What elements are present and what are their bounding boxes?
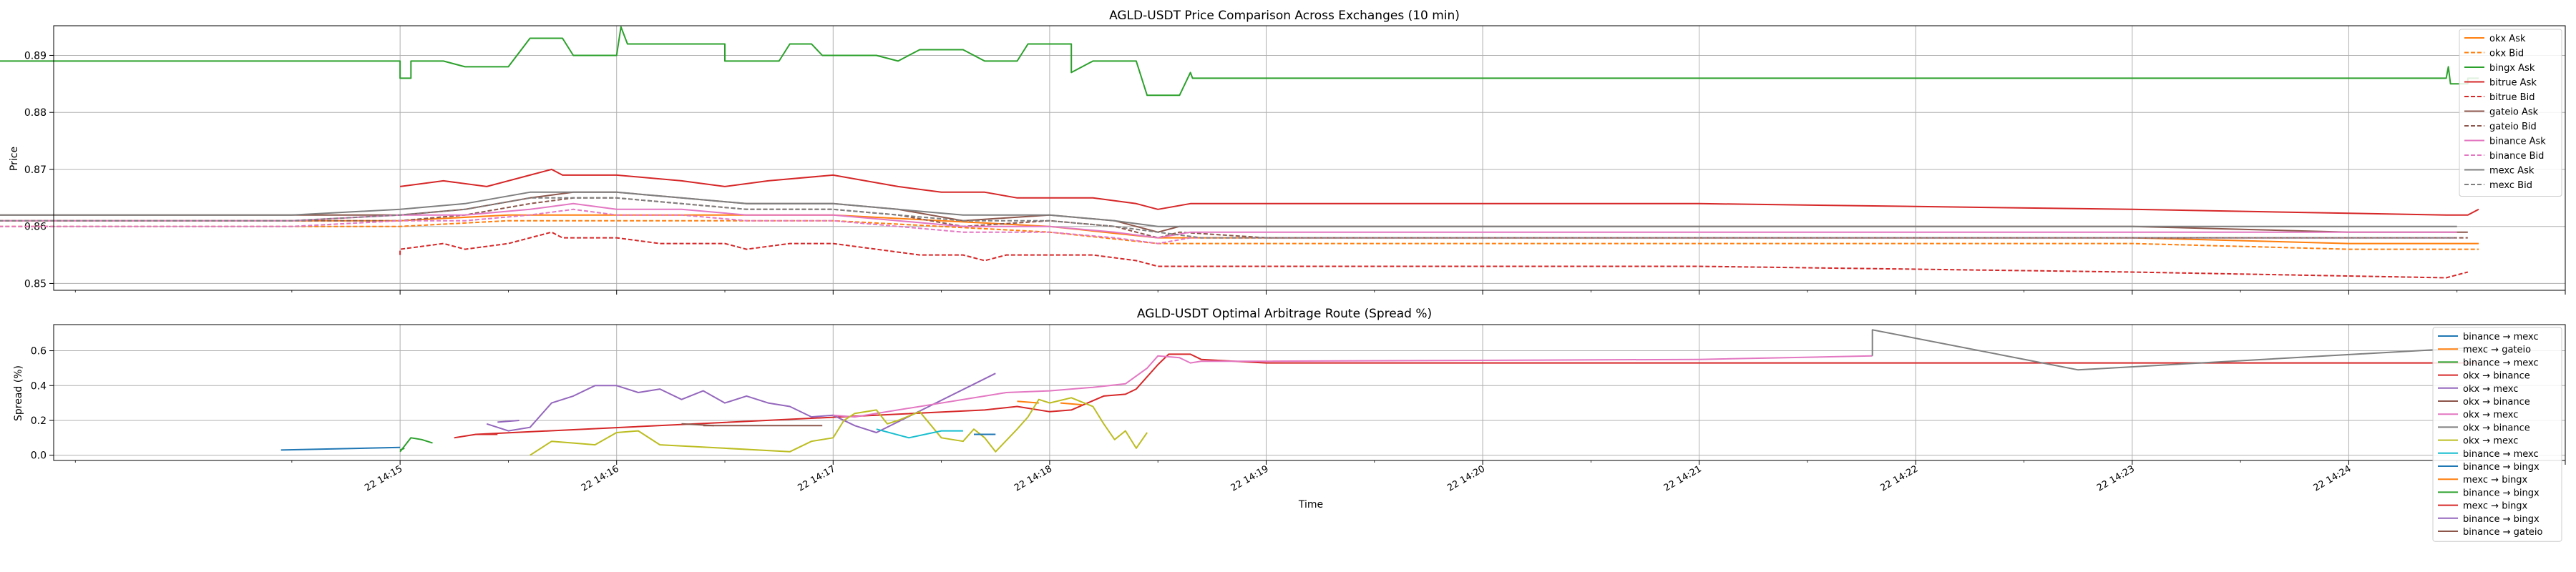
price-chart-frame	[53, 25, 2566, 291]
price-y-tick-label: 0.88	[24, 107, 47, 119]
spread-series-line	[876, 428, 963, 439]
price-series-line	[399, 168, 2479, 216]
spread-legend-label: binance → bingx	[2463, 462, 2540, 473]
price-legend-label: bingx Ask	[2489, 63, 2535, 74]
spread-series-line	[833, 355, 1873, 418]
spread-series-line	[486, 373, 996, 433]
spread-legend-label: binance → gateio	[2463, 527, 2543, 538]
spread-legend-label: binance → mexc	[2463, 449, 2539, 460]
spread-chart: AGLD-USDT Optimal Arbitrage Route (Sprea…	[13, 307, 2566, 542]
spread-chart-ylabel: Spread (%)	[13, 365, 24, 421]
price-legend-label: gateio Ask	[2489, 107, 2539, 118]
spread-legend-label: okx → mexc	[2463, 410, 2518, 420]
spread-x-tick-label: 22 14:24	[2312, 463, 2353, 493]
price-chart: AGLD-USDT Price Comparison Across Exchan…	[0, 9, 2566, 295]
spread-legend-label: binance → bingx	[2463, 488, 2540, 498]
price-series-line	[0, 214, 2479, 245]
spread-legend-label: okx → binance	[2463, 397, 2530, 408]
spread-series-line	[1060, 402, 1083, 406]
price-y-tick-label: 0.87	[24, 164, 47, 176]
spread-y-tick-label: 0.2	[31, 415, 47, 427]
price-chart-series	[0, 26, 2479, 279]
price-chart-ylabel: Price	[9, 147, 20, 171]
spread-legend-label: okx → mexc	[2463, 436, 2518, 447]
spread-chart-y-ticks: 0.0 0.2 0.4 0.6	[31, 346, 54, 462]
price-y-tick-label: 0.89	[24, 50, 47, 61]
spread-legend-label: binance → mexc	[2463, 332, 2539, 342]
price-chart-x-ticks	[74, 290, 2566, 295]
price-series-line	[0, 220, 2479, 250]
price-chart-legend: okx Ask okx Bid bingx Ask bitrue Ask bitrue …	[2459, 29, 2562, 197]
spread-x-tick-label: 22 14:23	[2095, 463, 2137, 493]
spread-series-line	[1017, 400, 1039, 404]
spread-legend-box	[2432, 327, 2562, 542]
spread-chart-xlabel: Time	[1298, 499, 1323, 511]
spread-series-line	[399, 437, 433, 453]
spread-series-line	[497, 420, 519, 423]
price-series-line	[399, 231, 2469, 279]
spread-chart-legend: binance → mexc mexc → gateio binance → mex…	[2432, 327, 2562, 542]
spread-x-tick-label: 22 14:15	[363, 463, 404, 493]
spread-x-tick-label: 22 14:22	[1878, 463, 1920, 493]
spread-legend-label: okx → binance	[2463, 371, 2530, 382]
price-legend-label: bitrue Bid	[2489, 92, 2534, 103]
spread-series-line	[454, 353, 2479, 439]
price-legend-label: binance Bid	[2489, 151, 2544, 162]
spread-x-tick-label: 22 14:20	[1445, 463, 1487, 493]
price-chart-grid	[54, 26, 2565, 290]
spread-y-tick-label: 0.4	[31, 380, 47, 392]
spread-legend-label: mexc → bingx	[2463, 475, 2528, 485]
spread-x-tick-label: 22 14:19	[1229, 463, 1271, 493]
spread-x-tick-label: 22 14:18	[1013, 463, 1054, 493]
price-legend-label: bitrue Ask	[2489, 78, 2537, 89]
price-chart-title: AGLD-USDT Price Comparison Across Exchan…	[1109, 9, 1460, 23]
spread-x-tick-label: 22 14:16	[580, 463, 621, 493]
price-y-tick-label: 0.86	[24, 222, 47, 233]
price-legend-label: okx Ask	[2489, 34, 2526, 44]
price-y-tick-label: 0.85	[24, 278, 47, 290]
price-legend-label: okx Bid	[2489, 49, 2524, 59]
price-chart-y-ticks: 0.85 0.86 0.87 0.88 0.89	[24, 50, 54, 290]
spread-legend-label: binance → mexc	[2463, 358, 2539, 368]
price-series-line	[0, 202, 2457, 239]
spread-chart-frame	[53, 324, 2566, 461]
price-legend-box	[2459, 29, 2562, 197]
spread-legend-label: okx → binance	[2463, 423, 2530, 433]
price-legend-label: gateio Bid	[2489, 122, 2537, 132]
price-legend-label: mexc Bid	[2489, 180, 2532, 191]
price-series-line	[0, 191, 2457, 227]
spread-x-tick-label: 22 14:21	[1662, 463, 1704, 493]
spread-series-line	[681, 423, 714, 427]
spread-series-line	[1871, 329, 2479, 371]
spread-y-tick-label: 0.6	[31, 346, 47, 358]
price-legend-label: mexc Ask	[2489, 166, 2534, 177]
spread-legend-label: okx → mexc	[2463, 384, 2518, 395]
spread-chart-series	[280, 329, 2479, 456]
spread-chart-title: AGLD-USDT Optimal Arbitrage Route (Sprea…	[1137, 307, 1432, 321]
spread-series-line	[530, 397, 1148, 456]
spread-chart-grid	[54, 325, 2565, 460]
spread-legend-label: mexc → bingx	[2463, 501, 2528, 512]
spread-chart-x-ticks: 22 14:15 22 14:16 22 14:17 22 14:18 22 14:19…	[74, 460, 2566, 494]
spread-legend-label: mexc → gateio	[2463, 345, 2531, 355]
price-series-line	[0, 26, 2479, 97]
price-series-line	[0, 197, 2457, 239]
spread-series-line	[399, 447, 405, 451]
price-legend-label: binance Ask	[2489, 137, 2546, 147]
spread-series-line	[280, 446, 401, 451]
spread-x-tick-label: 22 14:17	[796, 463, 837, 493]
spread-legend-label: binance → bingx	[2463, 514, 2540, 525]
spread-y-tick-label: 0.0	[31, 450, 47, 462]
